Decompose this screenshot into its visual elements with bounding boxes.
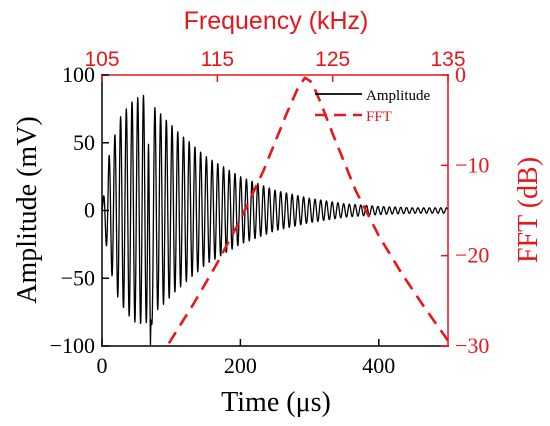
y-tick-label-left: −100 bbox=[50, 333, 95, 358]
x-tick-label-top: 115 bbox=[201, 48, 234, 71]
x-tick-label-bottom: 200 bbox=[224, 353, 257, 378]
y-tick-label-right: −20 bbox=[455, 243, 489, 268]
y-tick-label-right: −30 bbox=[455, 333, 489, 358]
x-tick-label-top: 135 bbox=[430, 48, 465, 71]
y-axis-label-right: FFT (dB) bbox=[513, 157, 544, 263]
series-layer bbox=[102, 76, 450, 346]
y-tick-label-left: 0 bbox=[84, 198, 95, 223]
y-tick-label-right: 0 bbox=[455, 62, 466, 87]
y-tick-label-left: 50 bbox=[73, 130, 95, 155]
x-tick-label-bottom: 0 bbox=[97, 353, 108, 378]
legend: Amplitude FFT bbox=[315, 88, 431, 125]
y-tick-label-right: −10 bbox=[455, 152, 489, 177]
x-tick-label-top: 125 bbox=[315, 48, 350, 71]
x-axis-label-bottom: Time (μs) bbox=[221, 387, 331, 418]
y-axis-label-left: Amplitude (mV) bbox=[12, 116, 43, 303]
fft-series-line bbox=[167, 76, 450, 344]
legend-fft-label: FFT bbox=[366, 109, 392, 125]
x-tick-label-bottom: 400 bbox=[362, 353, 395, 378]
y-tick-label-left: −50 bbox=[61, 265, 95, 290]
y-tick-label-left: 100 bbox=[62, 62, 95, 87]
amplitude-series-line bbox=[102, 94, 448, 346]
plot-area bbox=[102, 94, 448, 346]
x-axis-label-top: Frequency (kHz) bbox=[184, 7, 369, 35]
x-tick-label-top: 105 bbox=[84, 48, 119, 71]
legend-amplitude-label: Amplitude bbox=[366, 88, 431, 104]
